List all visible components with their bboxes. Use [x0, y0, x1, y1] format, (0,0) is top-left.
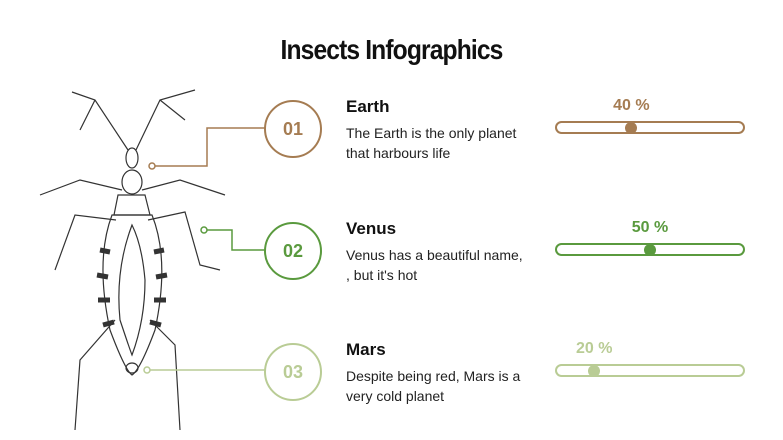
item-title: Venus — [346, 219, 397, 238]
connector-line-venus — [204, 229, 265, 251]
item-description: Despite being red, Mars is a very cold p… — [346, 368, 521, 404]
step-number-circle: 01 — [264, 100, 322, 158]
progress-bar — [555, 243, 745, 256]
item-title: Earth — [346, 97, 390, 116]
connector-dot-earth — [148, 162, 156, 170]
progress-bar — [555, 121, 745, 134]
connector-dot-mars — [143, 366, 151, 374]
item-title: Mars — [346, 340, 386, 359]
progress-marker — [644, 243, 656, 256]
page-title: Insects Infographics — [280, 34, 503, 65]
item-description: Venus has a beautiful name, , but it's h… — [346, 247, 523, 283]
insect-stripes — [96, 247, 168, 328]
step-number-circle: 02 — [264, 222, 322, 280]
connector-line-earth — [152, 127, 265, 167]
item-description: The Earth is the only planet that harbou… — [346, 125, 517, 161]
insect-sketch — [39, 89, 226, 431]
percent-label: 40 % — [613, 97, 650, 114]
connector-dot-venus — [200, 226, 208, 234]
step-number-circle: 03 — [264, 343, 322, 401]
percent-label: 20 % — [575, 340, 613, 357]
progress-marker — [588, 364, 601, 377]
progress-bar — [555, 364, 745, 377]
percent-label: 50 % — [631, 219, 669, 236]
progress-marker — [625, 121, 638, 134]
